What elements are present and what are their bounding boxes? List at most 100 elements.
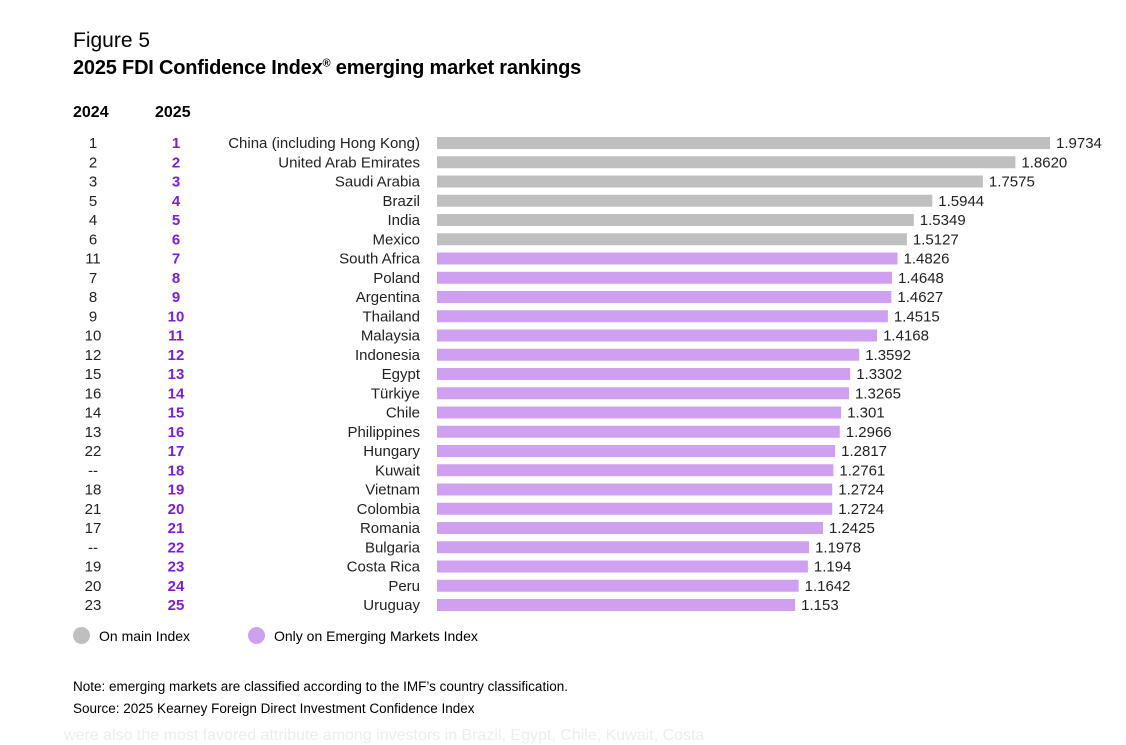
rank-2024: 5 — [89, 193, 97, 210]
rank-2024: 14 — [85, 405, 102, 422]
legend-label-main: On main Index — [99, 627, 191, 644]
rank-2024: 15 — [85, 366, 102, 383]
legend-item-main: On main Index — [73, 627, 190, 644]
rank-2024: 21 — [85, 501, 102, 518]
bar — [437, 445, 836, 457]
data-label: 1.5127 — [913, 231, 959, 248]
legend-label-emerging: Only on Emerging Markets Index — [274, 627, 478, 644]
rank-2024: 2 — [89, 154, 97, 171]
rank-2024: 12 — [85, 347, 102, 364]
rank-2025: 20 — [168, 501, 185, 518]
country-label: Peru — [388, 578, 420, 595]
country-label: Chile — [386, 405, 420, 422]
rank-2025: 21 — [168, 520, 185, 537]
data-label: 1.4826 — [904, 251, 950, 268]
rank-2024: 6 — [89, 231, 97, 248]
country-label: China (including Hong Kong) — [228, 135, 420, 152]
bar — [437, 599, 796, 611]
data-label: 1.1978 — [815, 539, 861, 556]
rank-2025: 2 — [172, 154, 180, 171]
country-label: India — [387, 212, 420, 229]
data-label: 1.8620 — [1021, 154, 1067, 171]
country-label: Uruguay — [363, 597, 420, 614]
column-header-2025: 2025 — [155, 104, 191, 121]
country-label: Costa Rica — [347, 559, 421, 576]
rank-2025: 6 — [172, 231, 180, 248]
bar — [437, 310, 888, 323]
data-label: 1.7575 — [989, 174, 1035, 191]
rank-2024: 20 — [85, 578, 102, 595]
chart-title-main: 2025 FDI Confidence Index — [73, 57, 323, 79]
rank-2024: 16 — [85, 385, 102, 402]
rank-2025: 17 — [168, 443, 185, 460]
bar — [437, 579, 799, 592]
data-label: 1.2966 — [846, 424, 892, 441]
bar — [437, 194, 933, 207]
country-label: Brazil — [382, 193, 420, 210]
country-label: Argentina — [356, 289, 421, 306]
rank-2024: 8 — [89, 289, 97, 306]
data-label: 1.301 — [847, 405, 885, 422]
country-label: Bulgaria — [365, 539, 421, 556]
rank-2025: 9 — [172, 289, 180, 306]
data-label: 1.2724 — [838, 482, 884, 499]
legend-item-emerging: Only on Emerging Markets Index — [248, 627, 478, 644]
data-label: 1.4627 — [897, 289, 943, 306]
legend-swatch-emerging — [248, 627, 265, 644]
bar — [437, 137, 1050, 149]
rank-2025: 19 — [168, 482, 185, 499]
data-label: 1.2724 — [838, 501, 884, 518]
country-label: Hungary — [363, 443, 420, 460]
rank-2025: 4 — [172, 193, 181, 210]
rank-2025: 24 — [168, 578, 185, 595]
data-label: 1.2761 — [839, 462, 885, 479]
rank-2024: 11 — [85, 251, 101, 268]
data-label: 1.3592 — [865, 347, 911, 364]
rank-2024: 19 — [85, 559, 102, 576]
rank-2024: 9 — [89, 308, 97, 325]
country-label: Egypt — [382, 366, 421, 383]
bar — [437, 368, 851, 380]
bar — [437, 406, 842, 419]
rank-2024: 1 — [89, 135, 97, 152]
rank-2024: 22 — [85, 443, 102, 460]
data-label: 1.153 — [801, 597, 839, 614]
bar — [437, 291, 892, 303]
rank-2025: 22 — [168, 539, 185, 556]
data-label: 1.2425 — [829, 520, 875, 537]
bar — [437, 502, 833, 515]
bar — [437, 252, 898, 265]
bar — [437, 560, 808, 573]
rank-2024: 7 — [89, 270, 97, 287]
chart-source: Source: 2025 Kearney Foreign Direct Inve… — [73, 701, 475, 716]
data-label: 1.194 — [814, 559, 852, 576]
bar — [437, 425, 840, 438]
registered-mark: ® — [322, 57, 331, 70]
rank-2025: 14 — [168, 385, 185, 402]
background-text: were also the most favored attribute amo… — [64, 727, 705, 744]
rank-2025: 12 — [168, 347, 185, 364]
bar — [437, 156, 1016, 169]
country-label: Philippines — [347, 424, 420, 441]
rank-2024: 4 — [89, 212, 97, 229]
country-label: Colombia — [357, 501, 421, 518]
rank-2024: 23 — [85, 597, 102, 614]
data-label: 1.1642 — [805, 578, 851, 595]
rank-2025: 7 — [172, 251, 180, 268]
country-label: United Arab Emirates — [278, 154, 420, 171]
rank-2024: 3 — [89, 174, 97, 191]
rank-2024: 10 — [85, 328, 102, 345]
rank-2024: 13 — [85, 424, 102, 441]
country-label: Türkiye — [371, 385, 420, 402]
bar — [437, 175, 983, 188]
chart-title: 2025 FDI Confidence Index® emerging mark… — [73, 57, 581, 80]
data-label: 1.4168 — [883, 328, 929, 345]
country-label: Kuwait — [375, 462, 421, 479]
country-label: South Africa — [339, 251, 421, 268]
rank-2025: 5 — [172, 212, 180, 229]
rank-2025: 11 — [168, 328, 184, 345]
bar — [437, 348, 860, 361]
chart-title-suffix: emerging market rankings — [330, 57, 582, 79]
rank-2024: -- — [88, 462, 98, 479]
